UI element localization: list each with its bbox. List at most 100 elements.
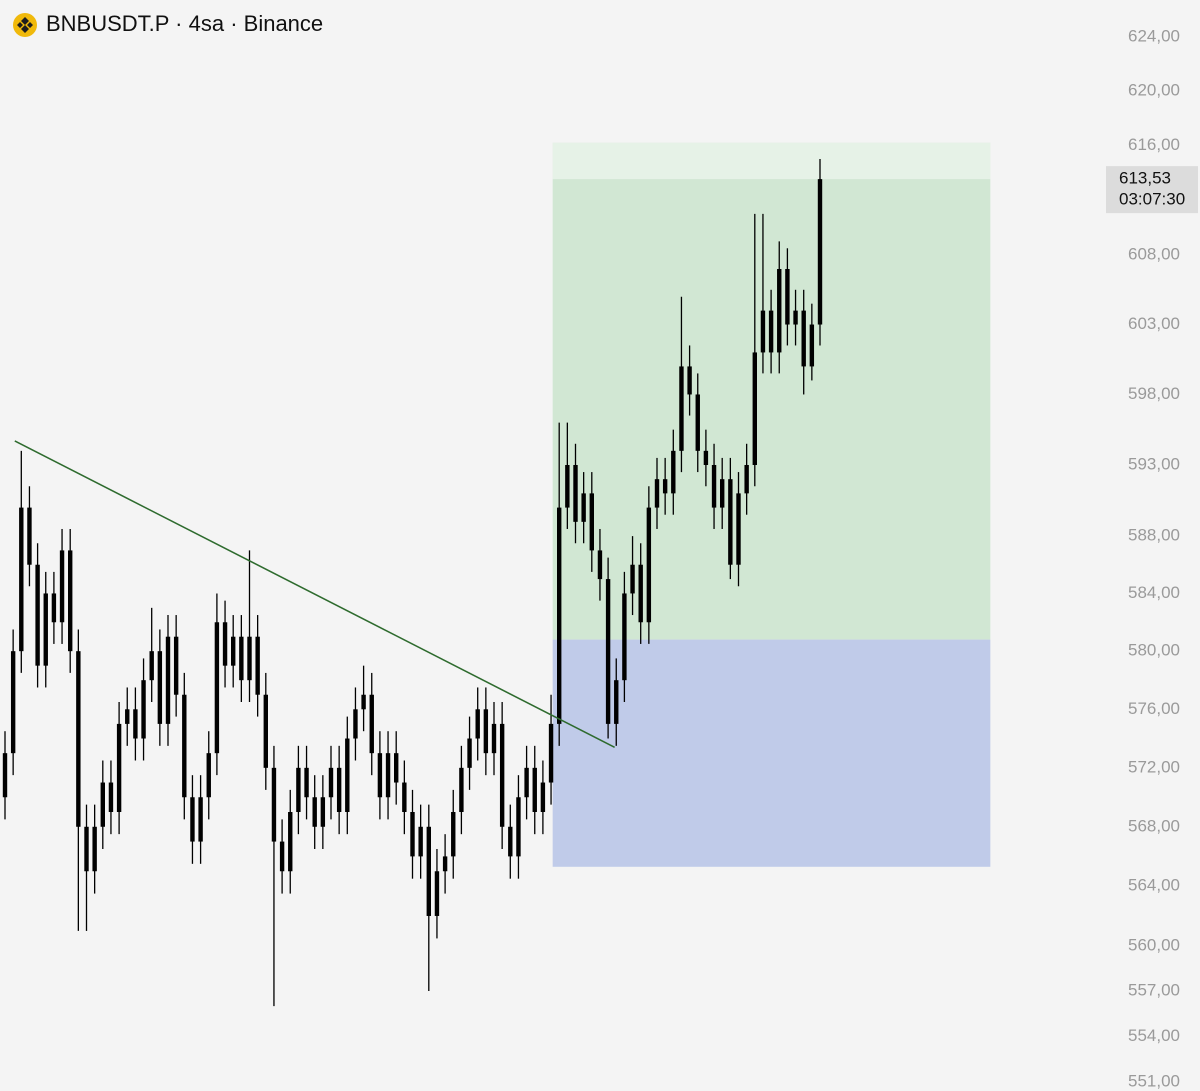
- countdown-label: 03:07:30: [1119, 190, 1185, 209]
- candle-body: [524, 767, 529, 798]
- candle-body: [336, 767, 342, 813]
- candle-body: [149, 651, 154, 681]
- y-tick-label: 572,00: [1128, 757, 1180, 776]
- candle-body: [605, 579, 611, 724]
- candle-body: [451, 812, 456, 857]
- candle-body: [785, 269, 790, 325]
- candle-body: [426, 826, 431, 916]
- candle-body: [483, 709, 489, 754]
- candle-body: [76, 651, 81, 827]
- candle-body: [377, 753, 383, 798]
- y-tick-label: 557,00: [1128, 981, 1180, 1000]
- candle-body: [801, 310, 806, 367]
- candle-body: [353, 709, 358, 739]
- candle-body: [752, 352, 757, 465]
- y-tick-label: 551,00: [1128, 1071, 1180, 1090]
- candle-body: [2, 753, 8, 798]
- candle-body: [646, 507, 652, 623]
- y-tick-label: 564,00: [1128, 876, 1180, 895]
- candle-body: [695, 394, 700, 451]
- candle-body: [51, 593, 57, 623]
- candle-body: [394, 753, 399, 783]
- y-tick-label: 608,00: [1128, 245, 1180, 264]
- y-tick-label: 584,00: [1128, 583, 1180, 602]
- candle-body: [214, 622, 220, 754]
- candle-body: [43, 593, 48, 666]
- candle-body: [557, 507, 562, 724]
- candle-body: [475, 709, 480, 739]
- candle-body: [68, 550, 73, 652]
- candle-body: [271, 767, 277, 842]
- candle-body: [548, 723, 554, 783]
- candle-body: [296, 767, 301, 813]
- candle-body: [239, 636, 244, 681]
- candle-body: [589, 493, 594, 551]
- candle-body: [573, 464, 578, 522]
- candle-body: [385, 753, 391, 798]
- candle-body: [182, 694, 187, 798]
- candle-body: [817, 179, 823, 325]
- candle-body: [27, 507, 32, 565]
- candle-body: [777, 269, 782, 353]
- candle-body: [622, 593, 627, 681]
- candle-body: [100, 782, 105, 827]
- candle-body: [491, 723, 497, 754]
- candle-body: [793, 310, 798, 325]
- candle-body: [328, 767, 334, 798]
- exchange-icon-glyph: [17, 17, 33, 33]
- candle-body: [361, 694, 366, 710]
- candle-body: [679, 366, 684, 451]
- candle-body: [279, 841, 285, 872]
- y-tick-label: 624,00: [1128, 26, 1180, 45]
- y-tick-label: 560,00: [1128, 935, 1180, 954]
- candle-body: [728, 479, 733, 565]
- candle-body: [133, 709, 138, 739]
- candle-body: [165, 636, 171, 724]
- profit-zone: [552, 142, 991, 640]
- candle-body: [402, 782, 407, 813]
- candle-body: [19, 507, 24, 652]
- candle-body: [516, 797, 521, 857]
- candle-body: [687, 366, 692, 395]
- candle-body: [532, 767, 537, 813]
- candle-body: [597, 550, 603, 580]
- candle-body: [442, 856, 448, 872]
- candle-body: [508, 826, 513, 857]
- candle-body: [10, 651, 16, 754]
- y-tick-label: 593,00: [1128, 454, 1180, 473]
- candle-body: [418, 826, 423, 857]
- candle-body: [565, 464, 570, 508]
- candle-body: [35, 564, 40, 666]
- trendline: [14, 440, 615, 748]
- candle-body: [711, 464, 717, 508]
- candle-body: [499, 723, 505, 827]
- candle-body: [84, 826, 89, 872]
- candle-body: [247, 636, 252, 681]
- candle-body: [736, 493, 741, 565]
- candle-body: [255, 636, 260, 695]
- candle-body: [410, 812, 415, 857]
- candle-body: [108, 782, 114, 813]
- y-tick-label: 588,00: [1128, 526, 1180, 545]
- loss-zone: [552, 639, 991, 867]
- position-tool: [552, 142, 991, 867]
- candle-body: [662, 479, 668, 494]
- candle-body: [345, 738, 350, 813]
- candle-body: [638, 564, 643, 623]
- candle-body: [434, 871, 440, 916]
- profit-remaining: [552, 142, 991, 180]
- candle-body: [768, 310, 774, 353]
- candle-body: [263, 694, 268, 768]
- candle-body: [744, 464, 749, 494]
- y-tick-label: 616,00: [1128, 135, 1180, 154]
- y-tick-label: 580,00: [1128, 641, 1180, 660]
- candle-body: [59, 550, 65, 623]
- candle-body: [125, 709, 130, 724]
- candle-body: [92, 826, 97, 872]
- candle-body: [320, 797, 326, 827]
- candle-body: [312, 797, 317, 827]
- candle-body: [288, 812, 293, 872]
- candle-body: [173, 636, 179, 695]
- candle-body: [190, 797, 195, 842]
